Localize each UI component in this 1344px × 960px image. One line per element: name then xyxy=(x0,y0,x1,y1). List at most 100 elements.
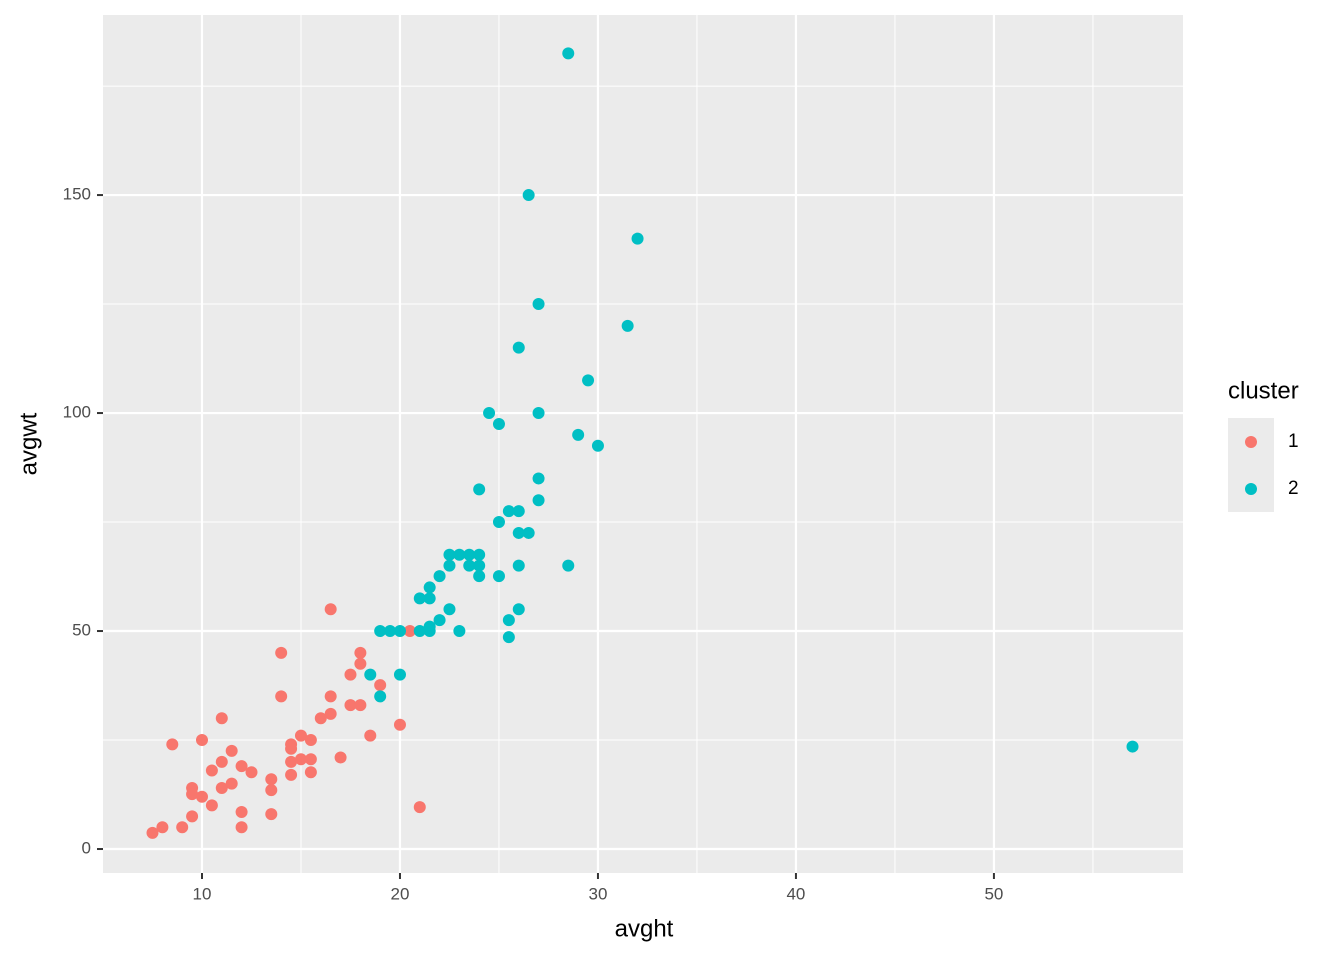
point xyxy=(195,790,208,803)
x-tick-label: 30 xyxy=(588,884,607,903)
marks xyxy=(146,47,1139,839)
point xyxy=(423,625,436,638)
point xyxy=(176,821,189,834)
legend-key xyxy=(1245,483,1257,495)
point xyxy=(324,707,337,720)
point xyxy=(215,755,228,768)
point xyxy=(354,657,367,670)
point xyxy=(443,559,456,572)
point xyxy=(393,668,406,681)
point xyxy=(532,472,545,485)
point xyxy=(235,805,248,818)
point xyxy=(483,407,496,420)
point xyxy=(512,341,525,354)
point xyxy=(324,690,337,703)
point xyxy=(374,625,387,638)
point xyxy=(166,738,179,751)
legend-key-background xyxy=(1228,418,1274,512)
point xyxy=(186,788,199,801)
point xyxy=(393,718,406,731)
point xyxy=(304,766,317,779)
point xyxy=(265,773,278,786)
point xyxy=(393,625,406,638)
point xyxy=(225,777,238,790)
point xyxy=(285,755,298,768)
point xyxy=(334,751,347,764)
point xyxy=(265,784,278,797)
x-tick-label: 10 xyxy=(193,884,212,903)
point xyxy=(354,699,367,712)
point xyxy=(235,821,248,834)
point xyxy=(344,699,357,712)
point xyxy=(473,570,486,583)
point xyxy=(186,810,199,823)
point xyxy=(621,319,634,332)
point xyxy=(532,407,545,420)
point xyxy=(215,712,228,725)
point xyxy=(423,592,436,605)
point xyxy=(413,801,426,814)
point xyxy=(364,729,377,742)
x-tick-label: 40 xyxy=(786,884,805,903)
point xyxy=(433,614,446,627)
point xyxy=(235,760,248,773)
point xyxy=(582,374,595,387)
point xyxy=(473,559,486,572)
point xyxy=(443,603,456,616)
point xyxy=(215,781,228,794)
panel-background xyxy=(103,15,1183,873)
point xyxy=(463,548,476,561)
legend-label: 1 xyxy=(1288,431,1299,452)
point xyxy=(374,690,387,703)
point xyxy=(492,570,505,583)
point xyxy=(522,189,535,202)
legend-key xyxy=(1245,436,1257,448)
point xyxy=(562,47,575,60)
point xyxy=(344,668,357,681)
point xyxy=(473,548,486,561)
point xyxy=(1126,740,1139,753)
point xyxy=(532,298,545,311)
x-tick-label: 20 xyxy=(391,884,410,903)
legend-label: 2 xyxy=(1288,478,1299,499)
point xyxy=(225,744,238,757)
point xyxy=(146,826,159,839)
point xyxy=(591,439,604,452)
legend-title: cluster xyxy=(1228,377,1299,404)
point xyxy=(413,592,426,605)
point xyxy=(304,734,317,747)
point xyxy=(502,631,515,644)
point xyxy=(532,494,545,507)
point xyxy=(205,799,218,812)
point xyxy=(384,625,397,638)
y-tick-label: 50 xyxy=(72,621,91,640)
point xyxy=(285,768,298,781)
point xyxy=(502,614,515,627)
y-tick-label: 0 xyxy=(82,839,91,858)
point xyxy=(423,581,436,594)
point xyxy=(473,483,486,496)
point xyxy=(572,428,585,441)
point xyxy=(512,559,525,572)
point xyxy=(354,646,367,659)
point xyxy=(413,625,426,638)
point xyxy=(156,821,169,834)
point xyxy=(403,625,416,638)
point xyxy=(275,646,288,659)
point xyxy=(492,417,505,430)
point xyxy=(245,766,258,779)
point xyxy=(314,712,327,725)
point xyxy=(443,548,456,561)
point xyxy=(631,232,644,245)
point xyxy=(364,668,377,681)
point xyxy=(512,603,525,616)
y-tick-label: 150 xyxy=(63,185,91,204)
point xyxy=(195,734,208,747)
point xyxy=(304,753,317,766)
x-axis-title: avght xyxy=(615,915,674,942)
point xyxy=(324,603,337,616)
y-tick-label: 100 xyxy=(63,403,91,422)
point xyxy=(275,690,288,703)
point xyxy=(265,808,278,821)
point xyxy=(294,753,307,766)
